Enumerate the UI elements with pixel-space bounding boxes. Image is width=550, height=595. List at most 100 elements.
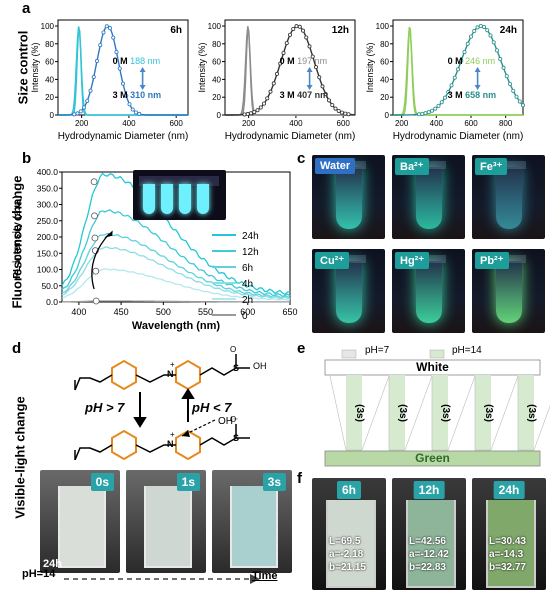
- data-point: [281, 50, 286, 55]
- lab-value-L: L=69.5: [329, 536, 361, 547]
- switching-trace: [329, 375, 550, 451]
- time-tag: 1s: [176, 473, 200, 491]
- ion-tag: Ba²⁺: [395, 158, 429, 175]
- data-point: [265, 96, 270, 101]
- data-point: [274, 71, 279, 76]
- data-point: [313, 65, 318, 70]
- lab-value-a: a=-12.42: [409, 549, 449, 560]
- series-line-4h: [61, 246, 291, 300]
- data-point: [307, 44, 312, 49]
- svg-text:S: S: [233, 433, 239, 443]
- data-point: [339, 110, 344, 115]
- ion-tag: Pb²⁺: [475, 252, 509, 269]
- data-point: [82, 105, 87, 110]
- data-point: [498, 57, 503, 62]
- lab-value-L: L=42.56: [409, 536, 446, 547]
- chart-title: 6h: [170, 25, 182, 36]
- data-point: [426, 110, 431, 115]
- svg-text:O: O: [230, 345, 236, 354]
- data-point: [468, 34, 473, 39]
- data-point: [346, 112, 351, 117]
- data-point: [446, 90, 451, 95]
- time-label: Time: [252, 570, 278, 582]
- y-axis-label: Intensity (%): [365, 42, 375, 92]
- ion-tag: Water: [315, 158, 356, 174]
- y-tick-label: 400.0: [37, 167, 59, 177]
- vials-inset-photo: [133, 170, 226, 220]
- data-point: [287, 32, 292, 37]
- data-point: [137, 111, 142, 116]
- panel-label-b: b: [22, 150, 32, 167]
- data-point: [436, 103, 441, 108]
- size-distribution-line: [58, 28, 188, 116]
- y-axis-label: Intensity (%): [197, 42, 207, 92]
- x-tick-label: 400: [71, 307, 86, 317]
- x-tick-label: 200: [242, 119, 256, 128]
- data-point: [507, 81, 512, 86]
- cuvette-photo-1s: 1s: [126, 470, 206, 573]
- interval-label: (3s): [526, 404, 537, 422]
- dls-chart-24h: 0 20 40 60 80 100 200 400 600 800 24h 0 M 246 nm 3 M…: [365, 19, 526, 142]
- x-axis-label: Hydrodynamic Diameter (nm): [58, 131, 189, 142]
- data-point: [491, 40, 496, 45]
- data-point: [242, 112, 247, 117]
- time-arrow: [64, 574, 260, 584]
- data-point: [488, 33, 493, 38]
- panel-label-c: c: [297, 150, 306, 167]
- x-tick-label: 450: [114, 307, 129, 317]
- data-point: [420, 111, 425, 116]
- y-tick-label: 40: [212, 75, 221, 84]
- ph14-band: [389, 375, 405, 451]
- data-point: [255, 108, 260, 113]
- data-point: [75, 111, 80, 116]
- chart-title: 24h: [500, 25, 517, 36]
- data-point: [465, 41, 470, 46]
- peak-marker-0: [92, 297, 100, 305]
- cuvette-photo-3s: 3s: [212, 470, 292, 573]
- y-tick-label: 80: [380, 40, 389, 49]
- panel-label-a: a: [22, 0, 31, 17]
- data-point: [455, 67, 460, 72]
- cuvette-photo-0s: 0s 24h: [40, 470, 120, 573]
- data-point: [336, 108, 341, 113]
- series-line-24h: [61, 172, 291, 296]
- data-point: [300, 28, 305, 33]
- ion-tag: Cu²⁺: [315, 252, 350, 269]
- x-tick-label: 200: [395, 119, 409, 128]
- legend-ph14: pH=14: [452, 345, 482, 356]
- data-point: [248, 111, 253, 116]
- svg-text:N: N: [167, 369, 174, 379]
- chart-title: 12h: [332, 25, 349, 36]
- pl-spectrum-chart: 0.0 50.0 100.0 150.0 200.0 250.0 300.0 350.0 400…: [12, 167, 298, 332]
- data-point: [323, 92, 328, 97]
- peak-marker-12h: [91, 212, 98, 220]
- y-tick-label: 20: [45, 93, 54, 102]
- sulfonic-oh-text: OH: [253, 361, 267, 371]
- y-axis-label: PL intensity (a.u.): [12, 195, 23, 278]
- ion-photo: Water: [312, 155, 385, 239]
- cuvette-color-readouts: 6h L=69.5 a=-2.18 b=21.15 12h L=42.56 a=-12.42…: [312, 478, 547, 590]
- y-tick-label: 60: [212, 58, 221, 67]
- data-point: [88, 88, 93, 93]
- data-point: [330, 103, 335, 108]
- ph14-band: [518, 375, 534, 451]
- series-line-2h: [61, 268, 291, 301]
- zero-m-value: 188 nm: [130, 56, 160, 66]
- zero-m-label: 0 M 246 nm: [448, 56, 496, 66]
- three-m-value: 407 nm: [297, 90, 328, 100]
- data-point: [485, 28, 490, 33]
- x-tick-label: 650: [282, 307, 297, 317]
- series-line-0: [61, 300, 290, 303]
- ion-photo: Ba²⁺: [392, 155, 465, 239]
- y-tick-label: 20: [380, 93, 389, 102]
- data-point: [429, 108, 434, 113]
- y-tick-label: 0: [385, 111, 390, 120]
- time-tag: 3s: [262, 473, 286, 491]
- three-m-label: 3 M 407 nm: [280, 90, 329, 100]
- three-m-value: 310 nm: [130, 90, 161, 100]
- y-tick-label: 0.0: [46, 297, 58, 307]
- data-point: [117, 66, 122, 71]
- data-point: [284, 41, 289, 46]
- svg-text:+: +: [170, 430, 175, 439]
- cuvette-photo-sequence: 0s 24h 1s 3s: [40, 470, 292, 573]
